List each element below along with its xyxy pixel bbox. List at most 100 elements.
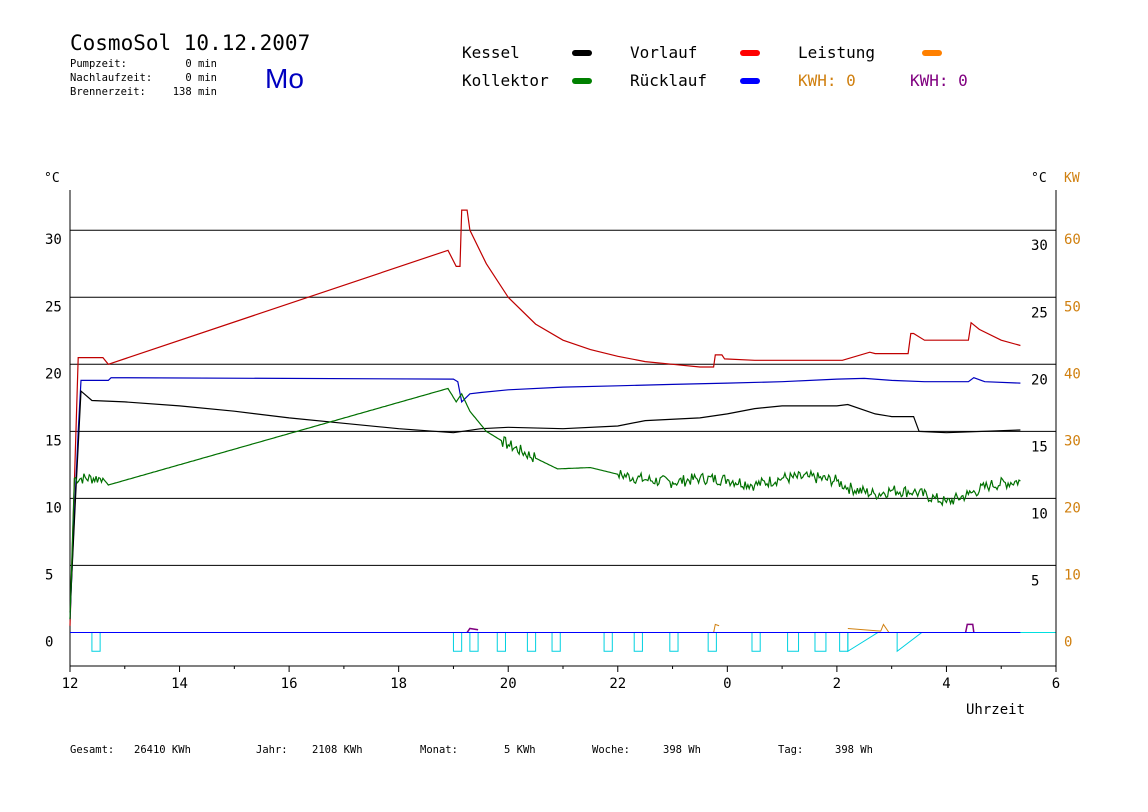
y-right-kw-tick-label-40: 40	[1064, 366, 1081, 382]
y-right-unit: °C	[1031, 171, 1047, 186]
y-right-kw-unit: KW	[1064, 171, 1080, 186]
y-left-tick-label-25: 25	[45, 299, 62, 315]
legend-swatch-kollektor	[572, 78, 592, 84]
legend-label-ruecklauf: Rücklauf	[630, 71, 707, 90]
pump-segment-3	[496, 631, 506, 652]
leistung-mark-1	[713, 623, 720, 633]
stats-block: Pumpzeit: 0 min Nachlaufzeit: 0 min Bren…	[70, 58, 217, 98]
pump-segment-11	[787, 631, 800, 652]
x-tick-label-12: 12	[62, 676, 79, 692]
pump-segment-12	[814, 631, 827, 652]
x-tick-label-18: 18	[390, 676, 407, 692]
footer-tag-label: Tag:	[778, 744, 803, 756]
pump-segment-13	[839, 631, 849, 652]
stat-label-brennerzeit: Brennerzeit:	[70, 86, 146, 98]
kwh-label-purple: KWH: 0	[910, 71, 968, 90]
legend-label-vorlauf: Vorlauf	[630, 43, 697, 62]
axes	[69, 190, 1057, 672]
pump-ramp-1	[896, 632, 923, 653]
y-left-tick-labels: 0 5 10 15 20 25 30	[45, 232, 62, 650]
x-axis-label: Uhrzeit	[966, 702, 1025, 718]
legend-swatch-vorlauf	[740, 50, 760, 56]
day-label: Mo	[265, 63, 304, 94]
legend-label-kollektor: Kollektor	[462, 71, 549, 90]
y-right-tick-label-15: 15	[1031, 439, 1048, 455]
series-line-ruecklauf	[69, 377, 1021, 620]
y-right-tick-labels: 5 10 15 20 25 30	[1031, 238, 1048, 589]
x-tick-label-20: 20	[500, 676, 517, 692]
pump-segment-10	[751, 631, 761, 652]
stat-label-pumpzeit: Pumpzeit:	[70, 58, 127, 70]
pump-segment-9	[707, 631, 717, 652]
stat-value-nachlaufzeit: 0 min	[185, 72, 217, 84]
series-lines	[69, 209, 1021, 626]
stat-value-pumpzeit: 0 min	[185, 58, 217, 70]
x-tick-label-22: 22	[609, 676, 626, 692]
pump-segment-8	[669, 631, 679, 652]
legend-swatch-kessel	[572, 50, 592, 56]
y-right-tick-label-25: 25	[1031, 305, 1048, 321]
pump-segment-6	[603, 631, 613, 652]
y-right-kw-tick-label-10: 10	[1064, 567, 1081, 583]
x-tick-label-16: 16	[281, 676, 298, 692]
y-right-kw-tick-label-20: 20	[1064, 500, 1081, 516]
y-left-tick-label-15: 15	[45, 433, 62, 449]
y-right-kw-tick-label-30: 30	[1064, 433, 1081, 449]
y-right-tick-label-5: 5	[1031, 573, 1039, 589]
purple-mark-0	[466, 627, 479, 633]
y-right-kw-tick-label-60: 60	[1064, 232, 1081, 248]
y-right-tick-label-30: 30	[1031, 238, 1048, 254]
pump-segment-1	[452, 631, 463, 652]
y-right-kw-tick-label-50: 50	[1064, 299, 1081, 315]
pump-activity	[70, 623, 1021, 653]
chart-title: CosmoSol 10.12.2007	[70, 31, 310, 55]
y-left-tick-label-5: 5	[45, 567, 53, 583]
legend-label-leistung: Leistung	[798, 43, 875, 62]
legend-swatch-ruecklauf	[740, 78, 760, 84]
y-left-tick-label-0: 0	[45, 634, 53, 650]
footer-gesamt-label: Gesamt:	[70, 744, 114, 756]
footer-monat-value: 5 KWh	[504, 744, 536, 756]
footer-jahr-label: Jahr:	[256, 744, 288, 756]
purple-mark-1	[964, 623, 975, 633]
legend-swatch-leistung	[922, 50, 942, 56]
x-tick-label-0: 0	[723, 676, 731, 692]
footer-monat-label: Monat:	[420, 744, 458, 756]
pump-segment-5	[551, 631, 561, 652]
leistung-mark-0	[847, 623, 890, 633]
pump-segment-0	[91, 631, 101, 652]
x-tick-labels: 12 14 16 18 20 22 0 2 4 6	[62, 676, 1061, 692]
y-right-kw-tick-labels: 0 10 20 30 40 50 60	[1064, 232, 1081, 650]
stat-value-brennerzeit: 138 min	[173, 86, 217, 98]
footer-woche-label: Woche:	[592, 744, 630, 756]
footer-tag-value: 398 Wh	[835, 744, 873, 756]
y-right-kw-tick-label-0: 0	[1064, 634, 1072, 650]
series-line-vorlauf	[69, 209, 1021, 626]
y-right-tick-label-20: 20	[1031, 372, 1048, 388]
pump-segment-2	[469, 631, 479, 652]
y-right-tick-label-10: 10	[1031, 506, 1048, 522]
x-tick-label-2: 2	[833, 676, 841, 692]
pump-segment-7	[633, 631, 643, 652]
legend-label-kessel: Kessel	[462, 43, 520, 62]
y-left-tick-label-10: 10	[45, 500, 62, 516]
y-left-tick-label-30: 30	[45, 232, 62, 248]
legend: Kessel Vorlauf Leistung Kollektor Rückla…	[462, 43, 968, 90]
series-line-kollektor	[69, 387, 1021, 620]
footer-jahr-value: 2108 KWh	[312, 744, 363, 756]
footer-totals: Gesamt: 26410 KWh Jahr: 2108 KWh Monat: …	[70, 744, 873, 756]
stat-label-nachlaufzeit: Nachlaufzeit:	[70, 72, 152, 84]
x-tick-label-14: 14	[171, 676, 188, 692]
x-tick-label-6: 6	[1052, 676, 1060, 692]
kwh-label-orange: KWH: 0	[798, 71, 856, 90]
y-left-tick-label-20: 20	[45, 366, 62, 382]
x-tick-label-4: 4	[942, 676, 950, 692]
y-left-unit: °C	[44, 171, 60, 186]
footer-woche-value: 398 Wh	[663, 744, 701, 756]
pump-segment-4	[526, 631, 537, 652]
gridlines	[70, 229, 1056, 633]
series-line-kessel	[69, 389, 1021, 613]
pump-ramp-0	[847, 632, 879, 653]
footer-gesamt-value: 26410 KWh	[134, 744, 191, 756]
